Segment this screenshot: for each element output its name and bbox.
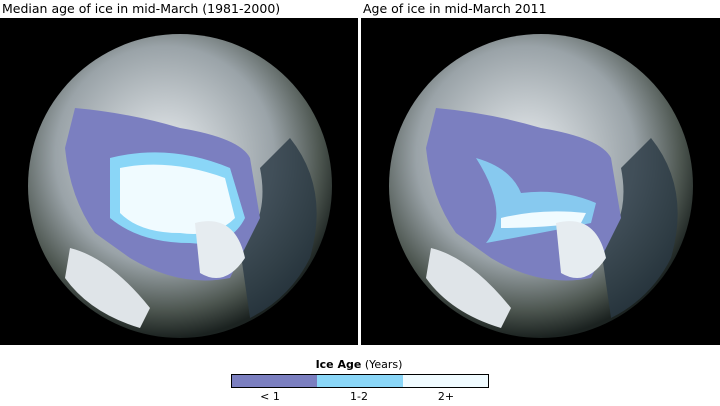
legend-color-bar xyxy=(231,374,489,388)
legend-title-main: Ice Age xyxy=(315,358,362,371)
globe-map-2011 xyxy=(389,34,693,338)
right-panel-title: Age of ice in mid-March 2011 xyxy=(363,1,547,16)
legend-swatch-lt1 xyxy=(232,375,318,387)
legend-units: (Years) xyxy=(364,358,403,371)
legend-title: Ice Age (Years) xyxy=(230,358,488,371)
legend-label-1-2: 1-2 xyxy=(350,390,368,403)
globe-panel-1981-2000 xyxy=(0,18,358,345)
legend-swatch-1-2 xyxy=(317,375,403,387)
legend-label-lt1: < 1 xyxy=(260,390,280,403)
left-panel-title: Median age of ice in mid-March (1981-200… xyxy=(2,1,281,16)
globe-map-median xyxy=(28,34,332,338)
globe-panel-2011 xyxy=(361,18,720,345)
legend-label-2plus: 2+ xyxy=(437,390,455,403)
legend-swatch-2plus xyxy=(402,375,488,387)
